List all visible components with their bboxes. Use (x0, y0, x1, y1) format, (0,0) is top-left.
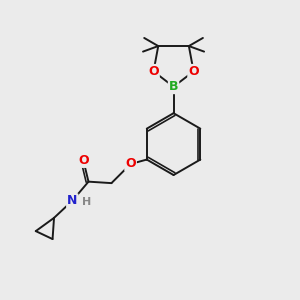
Text: O: O (79, 154, 89, 167)
Text: B: B (169, 80, 178, 93)
Text: H: H (82, 197, 91, 207)
Text: O: O (125, 158, 136, 170)
Text: O: O (188, 65, 199, 78)
Text: O: O (148, 65, 159, 78)
Text: N: N (67, 194, 77, 207)
